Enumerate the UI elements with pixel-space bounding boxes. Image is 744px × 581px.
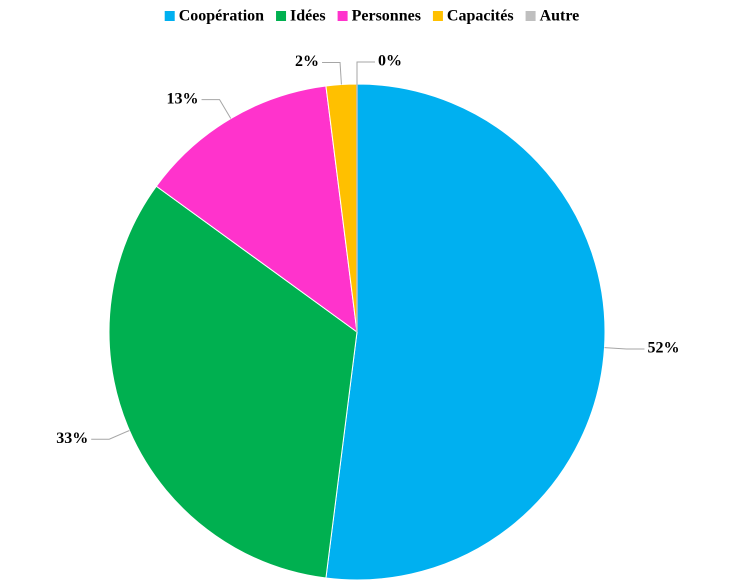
legend-swatch [525, 11, 536, 21]
leader-line [604, 347, 645, 350]
leader-line [201, 99, 232, 119]
legend-swatch [432, 11, 443, 21]
data-label: 0% [378, 53, 402, 70]
legend-label: Personnes [352, 8, 421, 25]
pie-slice [108, 185, 358, 579]
data-label: 13% [167, 90, 199, 107]
leader-line [356, 61, 375, 84]
legend-label: Autre [540, 8, 580, 25]
legend-label: Coopération [179, 8, 264, 25]
legend-label: Idées [290, 8, 326, 25]
data-label: 2% [295, 53, 319, 70]
legend-swatch [337, 11, 348, 21]
data-label: 52% [647, 340, 679, 357]
data-label: 33% [56, 430, 88, 447]
pie-slice [155, 85, 358, 334]
legend-swatch [276, 11, 287, 21]
legend-label: Capacités [447, 8, 514, 25]
leader-line [322, 62, 342, 85]
pie-slice [325, 83, 606, 581]
leader-line [91, 430, 130, 440]
legend-swatch [164, 11, 175, 21]
